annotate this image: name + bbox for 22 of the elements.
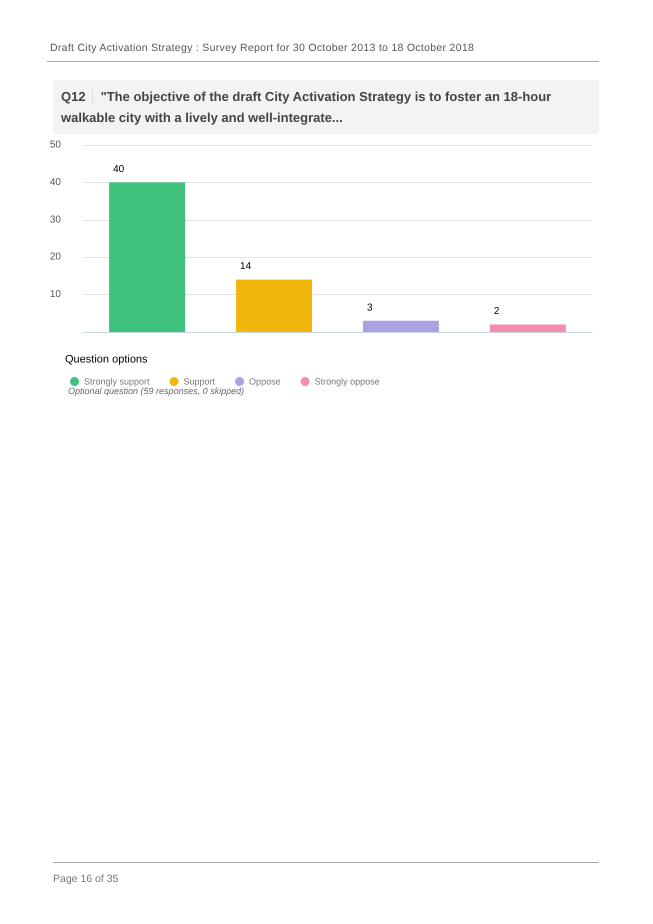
y-tick-label: 30 bbox=[50, 214, 62, 226]
bar bbox=[490, 324, 566, 332]
y-tick-label: 20 bbox=[50, 252, 62, 263]
text: Optional question (59 responses, 0 skipped) bbox=[68, 386, 244, 396]
text: Page 16 of 35 bbox=[53, 873, 118, 885]
text: Draft City Activation Strategy : Survey Report for 30 October 2013 to 18 October 2018 bbox=[50, 42, 474, 54]
data-label: 3 bbox=[366, 302, 373, 314]
y-tick-label: 50 bbox=[50, 140, 62, 150]
legend-label: Strongly support bbox=[84, 376, 150, 386]
y-tick-label: 10 bbox=[50, 289, 62, 300]
legend-title: Question options bbox=[65, 354, 148, 366]
data-label: 2 bbox=[494, 306, 500, 318]
data-label: 40 bbox=[113, 164, 125, 175]
bar bbox=[109, 182, 186, 332]
legend-label: Oppose bbox=[249, 376, 281, 386]
legend-label: Support bbox=[184, 376, 216, 386]
y-tick-label: 40 bbox=[50, 176, 62, 188]
data-label: 14 bbox=[240, 261, 252, 272]
chart-title: Q12 bbox=[61, 89, 93, 104]
bar bbox=[362, 320, 439, 332]
legend-label: Strongly oppose bbox=[314, 376, 380, 386]
bar bbox=[236, 280, 312, 332]
